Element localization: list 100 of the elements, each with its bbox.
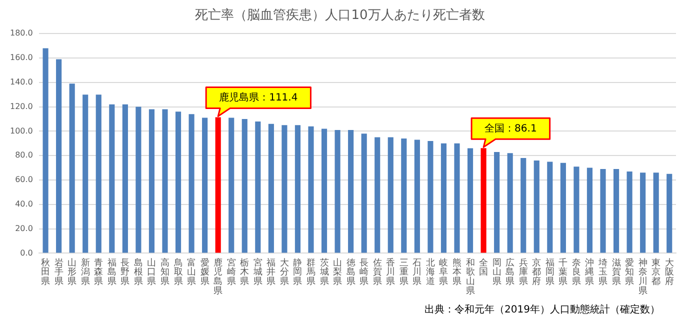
- x-tick-label: 大分県: [280, 257, 289, 288]
- x-tick-label: 兵庫県: [518, 257, 528, 288]
- x-tick-label: 愛知県: [625, 257, 634, 288]
- y-tick-label: 0.0: [20, 248, 33, 258]
- annotation: 全国：86.1: [484, 122, 537, 134]
- y-tick-label: 120.0: [10, 102, 33, 111]
- x-tick-label: 富山県: [187, 257, 196, 288]
- bar: [242, 119, 248, 253]
- y-tick-label: 60.0: [15, 175, 33, 184]
- x-tick-label: 徳島県: [346, 257, 356, 288]
- bar: [414, 140, 420, 253]
- bar: [321, 128, 328, 253]
- y-tick-label: 20.0: [15, 224, 33, 233]
- bar: [560, 162, 566, 253]
- bar: [428, 140, 434, 253]
- bar: [374, 137, 380, 253]
- y-tick-label: 40.0: [15, 199, 33, 208]
- bar: [188, 114, 194, 253]
- bar: [534, 160, 540, 253]
- bar: [586, 168, 593, 253]
- x-tick-label: 宮崎県: [226, 257, 236, 288]
- bar: [507, 153, 513, 253]
- y-tick-label: 140.0: [10, 77, 33, 86]
- annotation: 鹿児島県：111.4: [219, 91, 298, 104]
- x-tick-label: 岐阜県: [439, 257, 448, 288]
- x-tick-label: 宮城県: [252, 257, 262, 288]
- x-tick-label: 秋田県: [41, 257, 50, 288]
- x-tick-label: 滋賀県: [612, 257, 621, 288]
- x-tick-label: 愛媛県: [200, 257, 210, 288]
- x-tick-label: 北海道: [426, 257, 435, 288]
- x-tick-label: 長野県: [120, 257, 130, 288]
- bar: [69, 84, 75, 253]
- bar: [348, 130, 354, 253]
- x-tick-label: 長崎県: [360, 257, 369, 288]
- x-tick-label: 鳥取県: [172, 257, 183, 288]
- bar: [109, 104, 115, 253]
- bar: [148, 109, 155, 253]
- x-tick-label: 奈良県: [572, 257, 581, 288]
- bar: [282, 125, 288, 253]
- bar: [228, 118, 234, 253]
- y-tick-label: 160.0: [10, 53, 33, 62]
- x-tick-label: 和歌山県: [466, 257, 475, 297]
- bar: [520, 158, 526, 253]
- x-tick-label: 東京都: [652, 257, 661, 288]
- x-tick-label: 香川県: [386, 257, 396, 288]
- bar: [574, 166, 580, 253]
- bar: [626, 171, 632, 253]
- x-tick-label: 千葉県: [558, 257, 568, 288]
- x-tick-label: 高知県: [160, 257, 170, 288]
- x-tick-label: 沖縄県: [584, 257, 594, 288]
- x-tick-label: 山形県: [68, 257, 77, 288]
- x-tick-label: 神奈川県: [638, 257, 648, 297]
- x-tick-label: 三重県: [399, 258, 408, 288]
- x-tick-label: 栃木県: [240, 257, 250, 288]
- x-tick-label: 埼玉県: [598, 257, 608, 288]
- x-tick-label: 全国: [479, 257, 488, 278]
- x-tick-label: 鹿児島県: [214, 257, 223, 297]
- bar: [136, 106, 142, 253]
- bar: [56, 59, 62, 253]
- bar: [494, 152, 500, 253]
- x-tick-label: 茨城県: [318, 257, 329, 288]
- bar: [334, 130, 340, 253]
- x-tick-label: 福井県: [266, 257, 276, 288]
- bar: [454, 143, 460, 253]
- bar: [613, 169, 620, 253]
- x-tick-label: 岡山県: [492, 258, 502, 288]
- chart-title: 死亡率（脳血管疾患）人口10万人あたり死亡者数: [195, 7, 485, 24]
- bar: [202, 118, 208, 253]
- source-note: 出典：令和元年（2019年）人口動態統計（確定数）: [424, 304, 660, 316]
- x-tick-label: 佐賀県: [372, 257, 382, 288]
- x-tick-label: 大阪府: [664, 257, 674, 288]
- bar: [653, 172, 659, 253]
- bar: [122, 104, 128, 253]
- bar: [666, 174, 672, 253]
- x-tick-label: 群馬県: [305, 257, 316, 288]
- bar: [162, 109, 168, 253]
- x-tick-label: 石川県: [412, 258, 422, 288]
- bar: [467, 148, 474, 253]
- bar: [268, 124, 274, 253]
- bar: [401, 138, 407, 253]
- y-tick-label: 100.0: [10, 126, 33, 136]
- bar: [42, 48, 48, 253]
- x-tick-label: 島根県: [134, 257, 143, 288]
- x-tick-label: 京都府: [532, 257, 542, 288]
- bar: [600, 169, 606, 253]
- bar: [255, 121, 261, 253]
- x-tick-label: 青森県: [94, 257, 104, 288]
- bar: [96, 94, 102, 253]
- bar: [440, 143, 447, 253]
- bar: [175, 112, 182, 253]
- x-tick-label: 熊本県: [452, 257, 462, 288]
- y-tick-label: 80.0: [15, 150, 33, 160]
- x-tick-label: 福岡県: [545, 257, 554, 288]
- x-tick-label: 広島県: [506, 257, 515, 288]
- bar: [82, 94, 88, 253]
- bar: [640, 172, 646, 253]
- x-tick-label: 岩手県: [54, 257, 64, 288]
- x-tick-label: 静岡県: [293, 257, 302, 288]
- bar: [547, 162, 553, 253]
- x-tick-label: 山梨県: [333, 257, 342, 288]
